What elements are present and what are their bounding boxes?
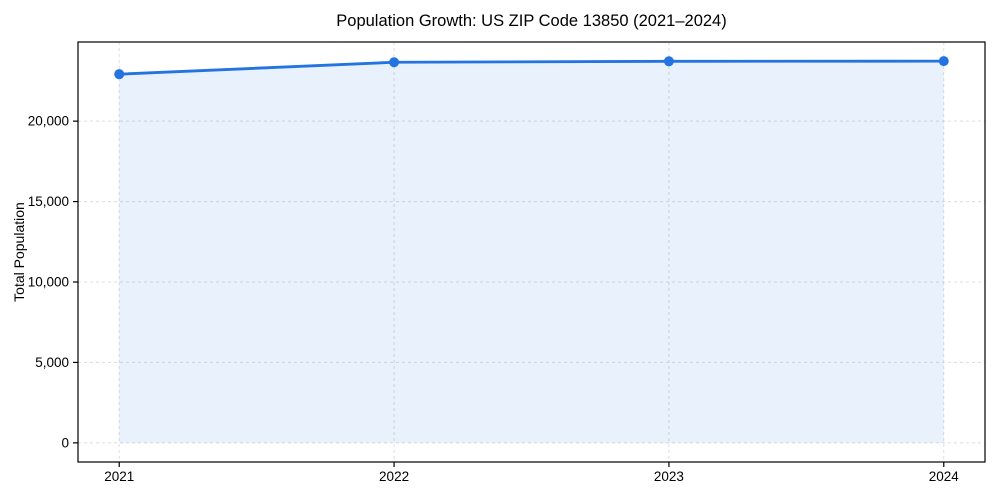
plot-border <box>77 41 986 463</box>
y-tick-label: 20,000 <box>28 114 69 129</box>
y-tick-labels: 0 5,000 10,000 15,000 20,000 <box>28 114 69 451</box>
x-tick-labels: 2021 2022 2023 2024 <box>104 469 959 484</box>
chart-title: Population Growth: US ZIP Code 13850 (20… <box>336 12 727 30</box>
x-tick-label: 2023 <box>654 469 684 484</box>
y-tick-label: 0 <box>61 435 69 450</box>
data-point-marker <box>389 57 400 68</box>
x-tick-label: 2021 <box>104 469 134 484</box>
markers <box>114 56 949 80</box>
data-point-marker <box>663 56 674 67</box>
x-tick-label: 2024 <box>929 469 960 484</box>
data-point-marker <box>114 69 125 80</box>
tick-marks <box>73 120 945 467</box>
y-tick-label: 5,000 <box>35 355 69 370</box>
y-tick-label: 15,000 <box>28 194 69 209</box>
trend-line <box>117 59 946 76</box>
x-tick-label: 2022 <box>379 469 409 484</box>
gridlines <box>78 42 985 462</box>
area-fill <box>119 61 944 443</box>
data-point-marker <box>938 56 949 67</box>
y-tick-label: 10,000 <box>28 275 69 290</box>
